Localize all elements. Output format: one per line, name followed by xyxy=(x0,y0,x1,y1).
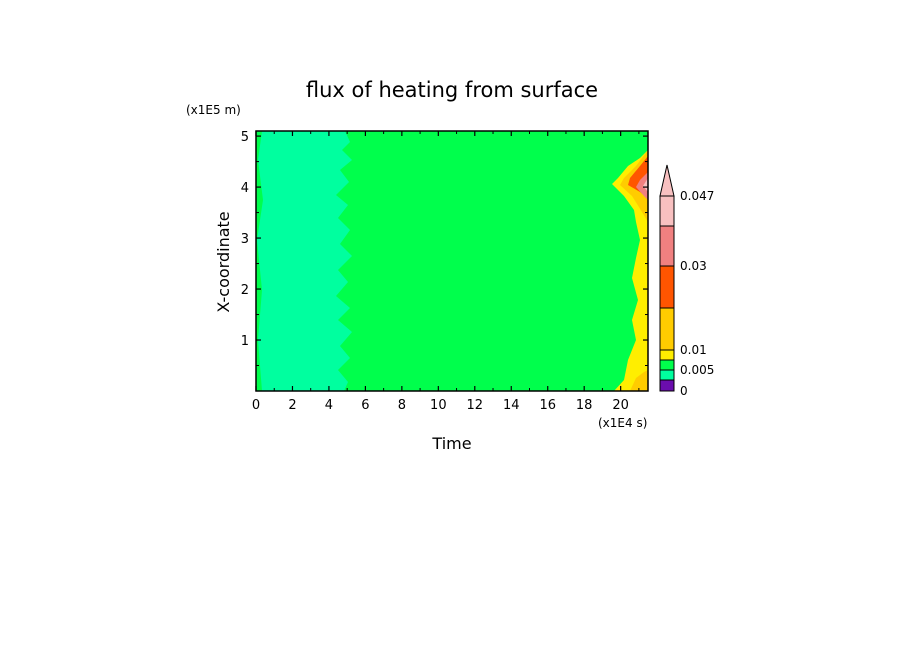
high-flux-pink-region xyxy=(636,172,648,200)
colorbar-level-label: 0.047 xyxy=(680,189,714,203)
x-tick-label: 20 xyxy=(612,398,629,413)
y-tick-label: 4 xyxy=(241,181,249,196)
colorbar-segment xyxy=(659,265,675,309)
colorbar-segment xyxy=(659,359,675,371)
plot-frame xyxy=(255,130,649,392)
chart-title: flux of heating from surface xyxy=(306,78,598,102)
colorbar-segment xyxy=(659,379,675,392)
low-flux-region xyxy=(256,131,352,391)
colorbar-level-label: 0.03 xyxy=(680,259,707,273)
y-unit-label: (x1E5 m) xyxy=(186,103,241,117)
y-axis-label: X-coordinate xyxy=(214,211,233,312)
y-tick-label: 1 xyxy=(241,334,249,349)
x-tick-label: 2 xyxy=(288,398,296,413)
edge-low-strip xyxy=(256,131,263,391)
colorbar-level-label: 0 xyxy=(680,384,688,398)
colorbar-level-label: 0.01 xyxy=(680,343,707,357)
x-axis-ticks: 0 2 4 6 8 10 12 14 16 18 20 xyxy=(252,131,640,413)
x-tick-label: 12 xyxy=(467,398,484,413)
y-tick-label: 2 xyxy=(241,283,249,298)
colorbar-level-label: 0.005 xyxy=(680,363,714,377)
y-tick-label: 3 xyxy=(241,232,249,247)
x-axis-label: Time xyxy=(431,434,471,453)
colorbar-segment xyxy=(659,369,675,381)
colorbar-extend-arrow xyxy=(659,164,675,197)
x-tick-label: 6 xyxy=(361,398,369,413)
y-axis-ticks: 1 2 3 4 5 xyxy=(241,130,648,367)
colorbar-segment xyxy=(659,225,675,267)
colorbar: 0 0.005 0.01 0.03 0.047 xyxy=(659,164,714,398)
colorbar-segment xyxy=(659,195,675,227)
x-tick-label: 4 xyxy=(325,398,333,413)
y-tick-label: 5 xyxy=(241,130,249,145)
x-tick-label: 18 xyxy=(576,398,593,413)
x-tick-label: 14 xyxy=(503,398,520,413)
x-tick-label: 16 xyxy=(539,398,556,413)
bottom-right-yellow-patch xyxy=(630,370,648,391)
x-tick-label: 8 xyxy=(398,398,406,413)
colorbar-segment xyxy=(659,349,675,361)
plot-area xyxy=(256,131,648,391)
x-unit-label: (x1E4 s) xyxy=(598,416,647,430)
x-tick-label: 0 xyxy=(252,398,260,413)
colorbar-segment xyxy=(659,307,675,351)
high-flux-yellow-region xyxy=(612,150,648,391)
high-flux-light-pink-region xyxy=(643,178,648,192)
x-tick-label: 10 xyxy=(430,398,447,413)
